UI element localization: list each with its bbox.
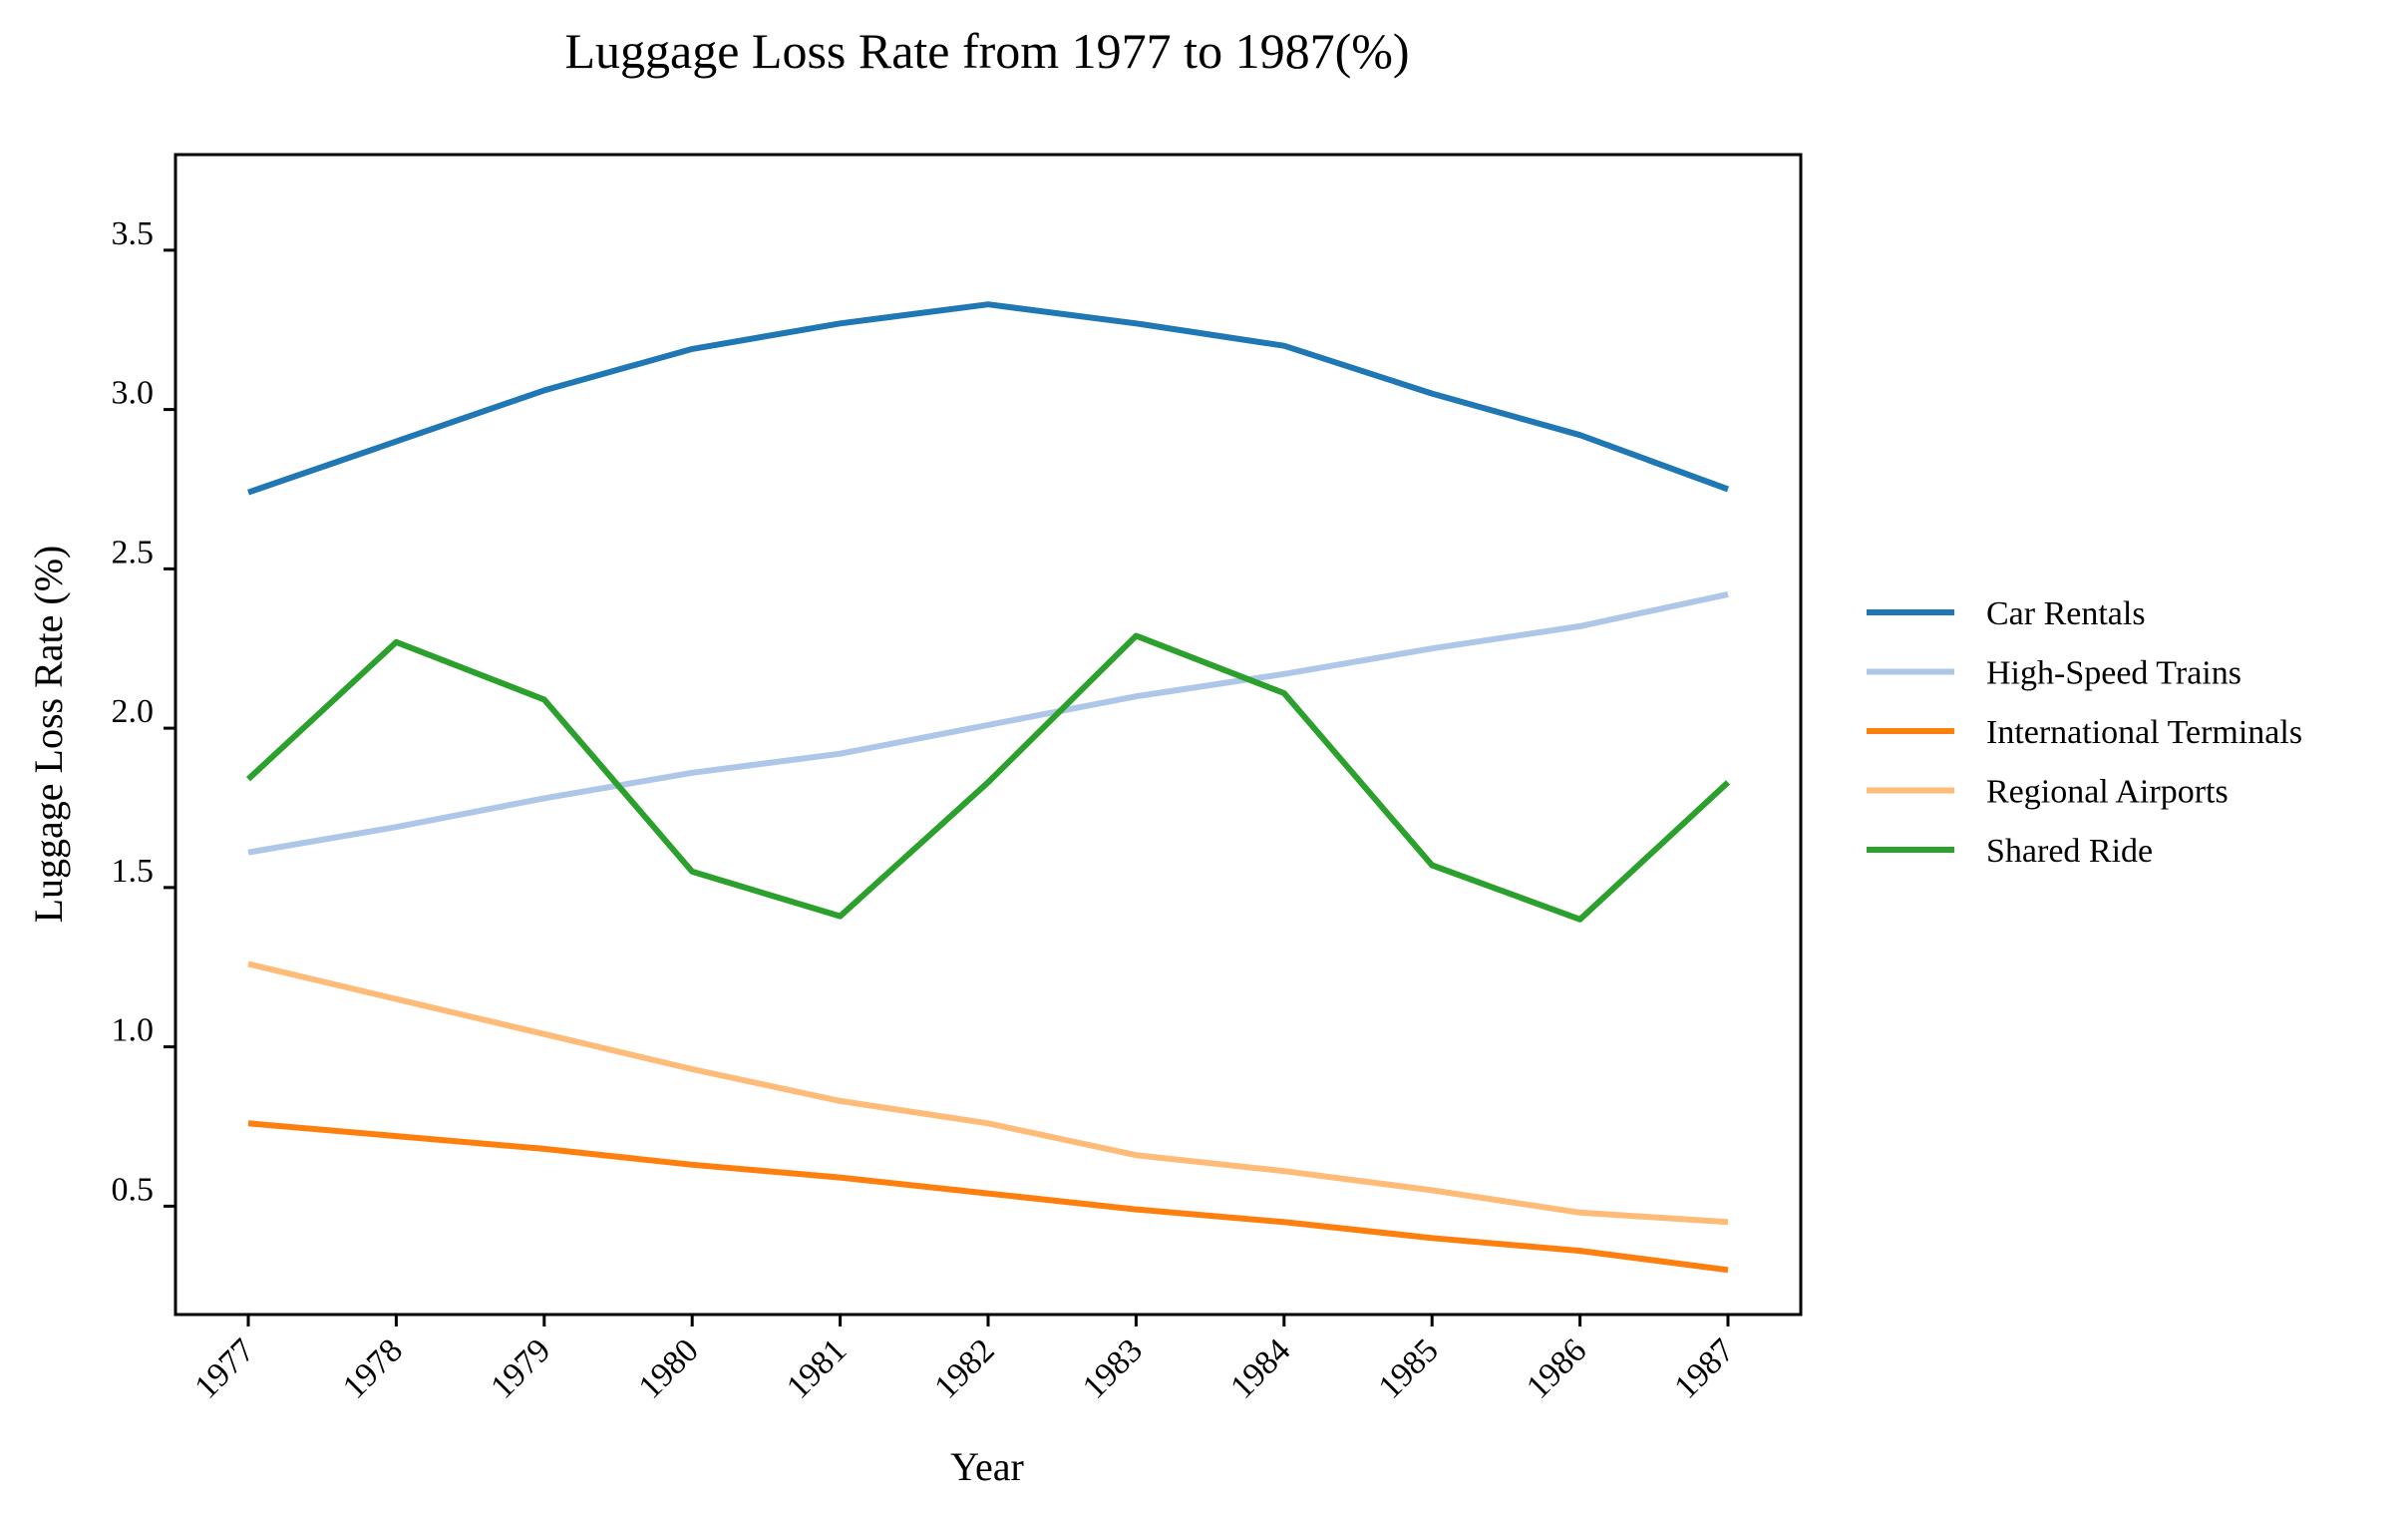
x-tick-label: 1978 bbox=[336, 1331, 410, 1405]
x-tick-label: 1977 bbox=[187, 1331, 261, 1405]
series-line-international-terminals bbox=[247, 1120, 1729, 1274]
y-axis-label: Luggage Loss Rate (%) bbox=[26, 546, 71, 924]
series-line-shared-ride bbox=[245, 632, 1731, 923]
y-tick-label: 1.0 bbox=[112, 1012, 155, 1049]
series-line-car-rentals bbox=[247, 301, 1730, 496]
y-tick-label: 1.5 bbox=[112, 853, 155, 890]
legend-label-shared-ride: Shared Ride bbox=[1986, 833, 2153, 870]
y-tick-label: 0.5 bbox=[112, 1171, 155, 1208]
x-tick-label: 1985 bbox=[1372, 1331, 1446, 1405]
x-tick-label: 1981 bbox=[780, 1331, 854, 1405]
y-axis: 0.5 1.0 1.5 2.0 2.5 3.0 3.5 bbox=[112, 215, 175, 1208]
series-lines bbox=[245, 301, 1731, 1274]
legend-label-car-rentals: Car Rentals bbox=[1986, 595, 2146, 632]
y-tick-label: 2.5 bbox=[112, 534, 155, 570]
legend-label-regional-airports: Regional Airports bbox=[1986, 774, 2229, 811]
y-tick-label: 3.0 bbox=[112, 375, 155, 412]
chart-title: Luggage Loss Rate from 1977 to 1987(%) bbox=[564, 23, 1409, 79]
series-line-high-speed-trains bbox=[247, 590, 1729, 856]
series-line-regional-airports bbox=[247, 960, 1729, 1226]
x-tick-label: 1980 bbox=[632, 1331, 706, 1405]
legend-label-high-speed-trains: High-Speed Trains bbox=[1986, 655, 2241, 692]
x-tick-label: 1979 bbox=[484, 1331, 557, 1405]
x-tick-label: 1984 bbox=[1223, 1331, 1297, 1405]
y-tick-label: 3.5 bbox=[112, 215, 155, 252]
y-tick-label: 2.0 bbox=[112, 693, 155, 730]
x-tick-label: 1987 bbox=[1667, 1331, 1741, 1405]
plot-area: 0.51.01.52.02.53.03.5 1977 1978 1979 1980 19… bbox=[112, 153, 1803, 1406]
legend: Car Rentals High-Speed Trains Internationa… bbox=[1867, 595, 2302, 870]
x-axis: 1977 1978 1979 1980 1981 1982 1983 1984 1985 1986… bbox=[187, 1315, 1742, 1406]
x-tick-label: 1982 bbox=[927, 1331, 1001, 1405]
x-tick-label: 1986 bbox=[1520, 1331, 1593, 1405]
x-tick-label: 1983 bbox=[1076, 1331, 1150, 1405]
legend-label-international-terminals: International Terminals bbox=[1986, 714, 2302, 751]
x-axis-label: Year bbox=[950, 1444, 1024, 1489]
